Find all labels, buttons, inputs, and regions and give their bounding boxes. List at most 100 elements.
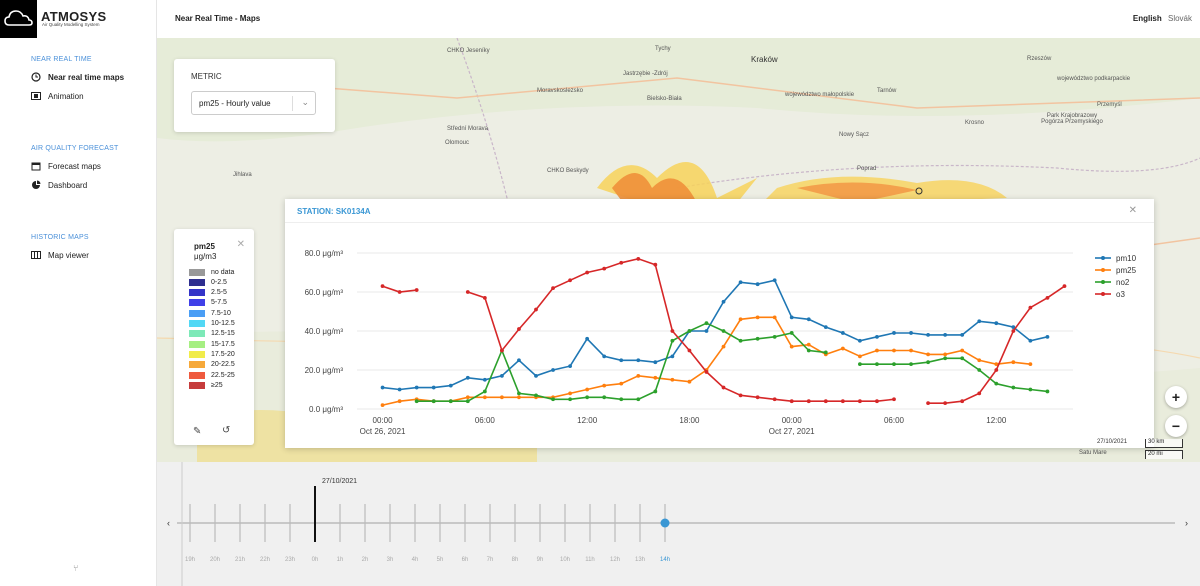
data-point-no2 xyxy=(892,362,896,367)
data-point-pm25 xyxy=(653,375,658,380)
git-branch-icon[interactable]: ⑂ xyxy=(73,563,79,573)
hour-label[interactable]: 12h xyxy=(609,557,620,563)
data-point-pm25 xyxy=(670,377,675,382)
nav-label: Map viewer xyxy=(48,250,89,260)
data-point-o3 xyxy=(602,266,607,271)
map-label: Střední Morava xyxy=(447,126,489,132)
x-tick-label: 18:00 xyxy=(679,416,700,425)
hour-label[interactable]: 3h xyxy=(386,557,394,563)
data-point-no2 xyxy=(670,338,675,343)
hour-label[interactable]: 22h xyxy=(259,557,270,563)
data-point-pm25 xyxy=(585,387,590,392)
data-point-pm25 xyxy=(960,348,965,353)
hour-label[interactable]: 2h xyxy=(361,557,369,563)
edit-icon[interactable]: ✎ xyxy=(193,426,202,437)
data-point-pm25 xyxy=(994,362,999,367)
chevron-right-icon[interactable]: › xyxy=(1185,518,1188,528)
data-point-pm25 xyxy=(602,383,607,388)
data-point-pm25 xyxy=(926,352,930,357)
data-point-pm10 xyxy=(431,385,436,390)
cloud-logo-icon xyxy=(0,0,37,38)
hour-label[interactable]: 5h xyxy=(436,557,444,563)
chevron-left-icon[interactable]: ‹ xyxy=(167,518,170,528)
hour-label[interactable]: 0h xyxy=(311,557,319,563)
hour-label[interactable]: 7h xyxy=(486,557,494,563)
hour-label[interactable]: 23h xyxy=(284,557,295,563)
map-icon xyxy=(31,250,41,260)
data-point-o3 xyxy=(670,329,675,333)
metric-label: METRIC xyxy=(191,72,222,81)
metric-select-value: pm25 - Hourly value xyxy=(199,98,271,108)
hour-label[interactable]: 14h xyxy=(659,557,670,563)
hour-label[interactable]: 11h xyxy=(585,557,595,563)
data-point-pm10 xyxy=(738,280,743,285)
legend-unit: μg/m3 xyxy=(194,252,217,261)
data-point-o3 xyxy=(823,399,828,404)
hour-label[interactable]: 19h xyxy=(184,557,195,563)
legend-marker-pm25 xyxy=(1101,268,1105,272)
zoom-in-button[interactable]: + xyxy=(1165,386,1187,408)
data-point-no2 xyxy=(721,329,726,333)
station-header: STATION: SK0134A ✕ xyxy=(285,199,1154,223)
map-label: Jihlava xyxy=(233,172,252,178)
timeline[interactable]: ‹ › 27/10/2021 19h 20h 21h 22h 23h 0h 1h 2h 3h 4h… xyxy=(157,462,1200,586)
metric-select[interactable]: pm25 - Hourly value ⌄ xyxy=(191,91,316,115)
data-point-pm25 xyxy=(397,399,402,404)
timeline-handle[interactable] xyxy=(660,518,670,528)
map-label: Jastrzębie -Zdrój xyxy=(623,71,668,77)
data-point-no2 xyxy=(431,399,436,404)
data-point-o3 xyxy=(960,399,965,404)
hour-label[interactable]: 13h xyxy=(634,557,645,563)
nav-dashboard[interactable]: Dashboard xyxy=(31,178,87,192)
data-point-pm10 xyxy=(755,282,760,287)
data-point-pm25 xyxy=(789,344,794,349)
hour-label[interactable]: 1h xyxy=(336,557,344,563)
hour-label[interactable]: 8h xyxy=(511,557,519,563)
close-icon[interactable]: ✕ xyxy=(1128,205,1137,216)
lang-slovak[interactable]: Slovák xyxy=(1167,14,1192,23)
data-point-pm10 xyxy=(482,377,487,382)
legend-swatch xyxy=(189,309,205,317)
hour-label[interactable]: 9h xyxy=(536,557,544,563)
undo-icon[interactable]: ↺ xyxy=(222,425,231,436)
zoom-out-button[interactable]: − xyxy=(1165,415,1187,437)
lang-english[interactable]: English xyxy=(1132,14,1162,23)
map-label: Bielsko-Biała xyxy=(647,96,682,102)
chevron-down-icon: ⌄ xyxy=(301,97,309,107)
data-point-no2 xyxy=(482,389,487,394)
legend-item: 10-12.5 xyxy=(189,320,235,328)
data-point-o3 xyxy=(380,284,385,289)
data-point-pm25 xyxy=(977,358,982,363)
hour-label[interactable]: 21h xyxy=(234,557,245,563)
map-label: Kraków xyxy=(751,55,778,64)
hour-label[interactable]: 4h xyxy=(411,557,419,563)
data-point-no2 xyxy=(789,331,794,335)
legend-swatch xyxy=(189,330,205,338)
y-tick-label: 20.0 μg/m³ xyxy=(305,366,344,375)
map-label: Nowy Sącz xyxy=(839,132,870,138)
nav-near-real-time-maps[interactable]: Near real time maps xyxy=(31,70,124,84)
timeline-track[interactable] xyxy=(157,462,1200,586)
data-point-pm10 xyxy=(465,375,470,380)
hour-label[interactable]: 6h xyxy=(461,557,469,563)
logo[interactable]: ATMOSYS Air Quality Modelling System xyxy=(0,0,157,38)
legend-label-pm10: pm10 xyxy=(1116,254,1137,263)
data-point-pm25 xyxy=(840,346,845,351)
data-point-pm25 xyxy=(1028,362,1033,367)
hour-label[interactable]: 20h xyxy=(209,557,220,563)
data-point-pm10 xyxy=(1045,334,1050,339)
scale-km: 30 km xyxy=(1145,439,1183,448)
legend-label: 12.5-15 xyxy=(211,330,235,338)
map-label: Park Krajobrazowy Pogórza Przemyskiego xyxy=(1041,113,1103,125)
nav-animation[interactable]: Animation xyxy=(31,89,84,103)
data-point-pm25 xyxy=(687,379,692,384)
close-icon[interactable]: ✕ xyxy=(236,239,245,250)
pie-chart-icon xyxy=(31,180,41,190)
data-point-no2 xyxy=(636,397,641,402)
nav-forecast-maps[interactable]: Forecast maps xyxy=(31,159,101,173)
hour-label[interactable]: 10h xyxy=(559,557,570,563)
nav-map-viewer[interactable]: Map viewer xyxy=(31,248,89,262)
data-point-o3 xyxy=(1045,295,1050,300)
station-title: STATION: SK0134A xyxy=(297,207,371,216)
legend-item: 15-17.5 xyxy=(189,340,235,348)
